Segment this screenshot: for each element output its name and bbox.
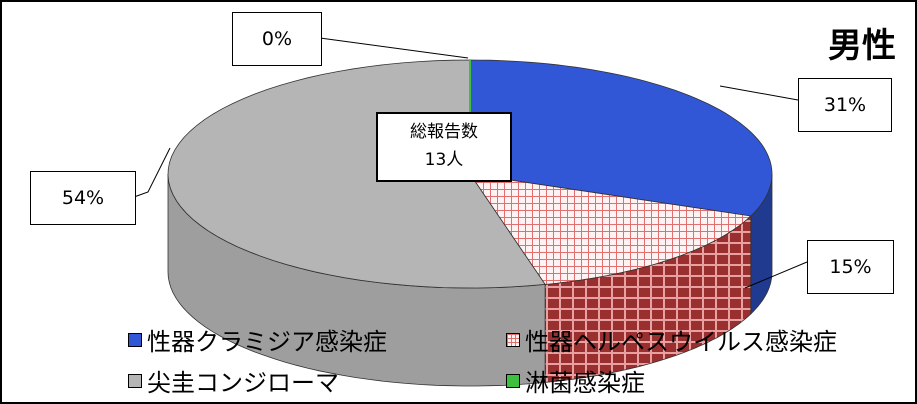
chart-title: 男性 bbox=[828, 26, 896, 66]
legend-swatch-gonorrhea bbox=[506, 373, 520, 388]
total-label: 総報告数 bbox=[410, 122, 478, 142]
leader-condyloma bbox=[133, 147, 171, 198]
total-reports-box: 総報告数 13人 bbox=[376, 112, 512, 182]
data-label-herpes: 15% bbox=[807, 240, 894, 294]
legend-swatch-herpes bbox=[506, 332, 520, 347]
legend-item-chlamydia: 性器クラミジア感染症 bbox=[128, 322, 387, 357]
pie-slice-herpes bbox=[469, 173, 752, 285]
pie-slice-chlamydia bbox=[469, 59, 773, 217]
data-label-condyloma-zero: 0% bbox=[232, 12, 322, 66]
data-label-chlamydia: 31% bbox=[798, 78, 892, 132]
leader-chlamydia bbox=[719, 85, 799, 101]
legend-swatch-condyloma bbox=[128, 373, 142, 388]
legend-item-herpes: 性器ヘルペスウイルス感染症 bbox=[506, 322, 837, 357]
data-label-condyloma: 54% bbox=[30, 171, 136, 225]
leader-condyloma-zero bbox=[319, 37, 469, 59]
legend-swatch-chlamydia bbox=[128, 332, 142, 347]
legend-item-gonorrhea: 淋菌感染症 bbox=[506, 363, 645, 398]
total-value: 13人 bbox=[424, 150, 464, 170]
legend-item-condyloma: 尖圭コンジローマ bbox=[128, 363, 339, 398]
leader-herpes bbox=[744, 261, 808, 289]
